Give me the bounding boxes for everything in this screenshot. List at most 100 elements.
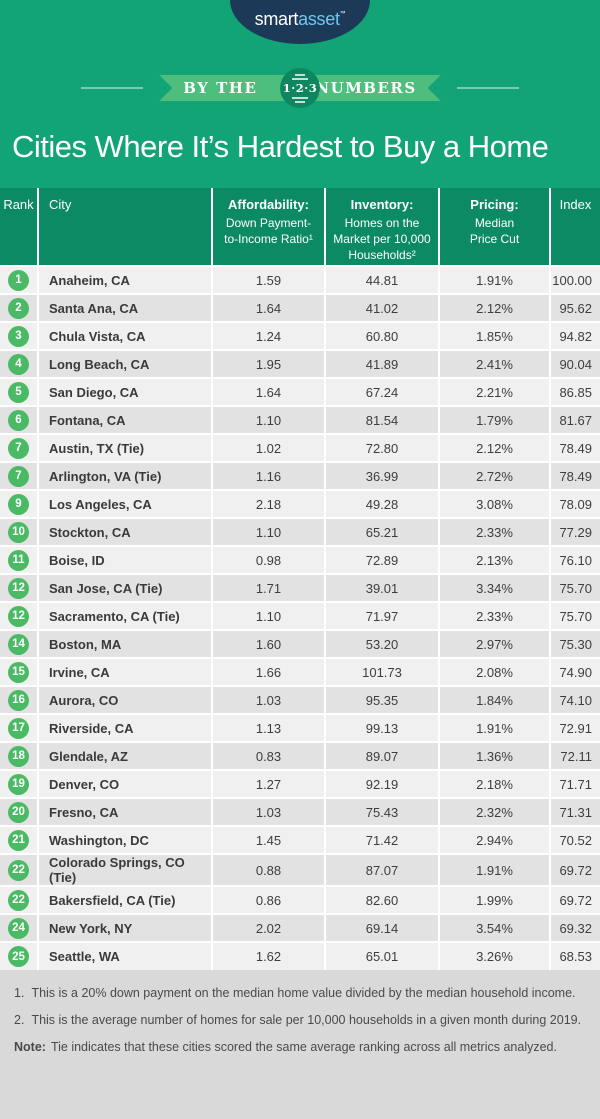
- footnotes: 1. This is a 20% down payment on the medi…: [0, 970, 600, 1056]
- city-cell: Fontana, CA: [37, 405, 213, 435]
- inventory-subtitle: Homes on the Market per 10,000 Household…: [333, 216, 431, 262]
- index-cell: 71.71: [549, 769, 600, 799]
- inventory-cell: 99.13: [324, 713, 440, 743]
- pricing-cell: 3.08%: [438, 489, 551, 519]
- rank-cell: 4: [0, 349, 39, 379]
- rank-cell: 25: [0, 941, 39, 971]
- inventory-cell: 82.60: [324, 885, 440, 915]
- affordability-cell: 0.98: [211, 545, 326, 575]
- banner-ribbon: BY THE NUMBERS 1·2·3: [159, 68, 440, 108]
- inventory-cell: 69.14: [324, 913, 440, 943]
- footnote-line: 2. This is the average number of homes fo…: [14, 1012, 586, 1029]
- rank-badge: 17: [8, 717, 29, 739]
- pricing-cell: 3.26%: [438, 941, 551, 971]
- rank-badge: 5: [8, 381, 29, 403]
- badge-123-text: 1·2·3: [282, 80, 318, 95]
- pricing-cell: 2.21%: [438, 377, 551, 407]
- city-cell: Fresno, CA: [37, 797, 213, 827]
- inventory-cell: 53.20: [324, 629, 440, 659]
- index-cell: 78.09: [549, 489, 600, 519]
- rank-cell: 21: [0, 825, 39, 855]
- rank-badge: 3: [8, 325, 29, 347]
- footnote-line: Note: Tie indicates that these cities sco…: [14, 1039, 586, 1056]
- pricing-cell: 3.34%: [438, 573, 551, 603]
- table-row: 21 Washington, DC 1.45 71.42 2.94% 70.52: [0, 825, 600, 855]
- table-row: 24 New York, NY 2.02 69.14 3.54% 69.32: [0, 913, 600, 943]
- rank-badge: 10: [8, 521, 29, 543]
- table-row: 17 Riverside, CA 1.13 99.13 1.91% 72.91: [0, 713, 600, 743]
- index-cell: 86.85: [549, 377, 600, 407]
- column-header-affordability: Affordability: Down Payment- to-Income R…: [211, 187, 326, 267]
- index-cell: 78.49: [549, 433, 600, 463]
- index-cell: 69.72: [549, 885, 600, 915]
- table-header: Rank City Affordability: Down Payment- t…: [0, 187, 600, 267]
- rank-badge: 24: [8, 917, 29, 939]
- inventory-cell: 49.28: [324, 489, 440, 519]
- pricing-cell: 2.72%: [438, 461, 551, 491]
- index-cell: 100.00: [549, 265, 600, 295]
- table-row: 14 Boston, MA 1.60 53.20 2.97% 75.30: [0, 629, 600, 659]
- pricing-cell: 2.32%: [438, 797, 551, 827]
- index-cell: 74.10: [549, 685, 600, 715]
- inventory-cell: 92.19: [324, 769, 440, 799]
- table-row: 25 Seattle, WA 1.62 65.01 3.26% 68.53: [0, 941, 600, 971]
- by-the-numbers-banner: BY THE NUMBERS 1·2·3: [0, 68, 600, 108]
- rank-badge: 4: [8, 353, 29, 375]
- pricing-cell: 3.54%: [438, 913, 551, 943]
- smartasset-logo-text: smartasset™: [255, 9, 346, 36]
- pricing-cell: 2.33%: [438, 517, 551, 547]
- rank-cell: 10: [0, 517, 39, 547]
- footnote-line: 1. This is a 20% down payment on the medi…: [14, 985, 586, 1002]
- numbers-badge: 1·2·3: [280, 68, 320, 108]
- table-row: 7 Austin, TX (Tie) 1.02 72.80 2.12% 78.4…: [0, 433, 600, 463]
- rank-cell: 1: [0, 265, 39, 295]
- table-row: 16 Aurora, CO 1.03 95.35 1.84% 74.10: [0, 685, 600, 715]
- affordability-cell: 1.71: [211, 573, 326, 603]
- affordability-cell: 1.64: [211, 377, 326, 407]
- pricing-title: Pricing:: [470, 197, 519, 212]
- page-title: Cities Where It’s Hardest to Buy a Home: [12, 129, 549, 164]
- table-row: 22 Bakersfield, CA (Tie) 0.86 82.60 1.99…: [0, 885, 600, 915]
- index-cell: 69.32: [549, 913, 600, 943]
- index-cell: 75.70: [549, 573, 600, 603]
- index-cell: 68.53: [549, 941, 600, 971]
- badge-dash: [292, 96, 308, 99]
- city-cell: Anaheim, CA: [37, 265, 213, 295]
- affordability-cell: 1.27: [211, 769, 326, 799]
- index-cell: 76.10: [549, 545, 600, 575]
- index-cell: 69.72: [549, 853, 600, 887]
- rank-cell: 9: [0, 489, 39, 519]
- table-row: 19 Denver, CO 1.27 92.19 2.18% 71.71: [0, 769, 600, 799]
- rank-badge: 12: [8, 605, 29, 627]
- affordability-cell: 1.10: [211, 601, 326, 631]
- inventory-cell: 60.80: [324, 321, 440, 351]
- rank-cell: 17: [0, 713, 39, 743]
- affordability-cell: 1.10: [211, 517, 326, 547]
- inventory-cell: 89.07: [324, 741, 440, 771]
- column-header-city: City: [37, 187, 213, 267]
- footnote-text: This is the average number of homes for …: [31, 1012, 582, 1027]
- pricing-cell: 2.13%: [438, 545, 551, 575]
- rank-cell: 3: [0, 321, 39, 351]
- affordability-cell: 1.62: [211, 941, 326, 971]
- index-cell: 95.62: [549, 293, 600, 323]
- rank-cell: 7: [0, 433, 39, 463]
- city-cell: Denver, CO: [37, 769, 213, 799]
- pricing-cell: 2.94%: [438, 825, 551, 855]
- inventory-cell: 75.43: [324, 797, 440, 827]
- pricing-cell: 1.91%: [438, 853, 551, 887]
- rank-cell: 15: [0, 657, 39, 687]
- inventory-cell: 95.35: [324, 685, 440, 715]
- affordability-title: Affordability:: [228, 197, 309, 212]
- smartasset-logo: smartasset™: [230, 0, 370, 44]
- table-row: 5 San Diego, CA 1.64 67.24 2.21% 86.85: [0, 377, 600, 407]
- table-row: 6 Fontana, CA 1.10 81.54 1.79% 81.67: [0, 405, 600, 435]
- inventory-cell: 101.73: [324, 657, 440, 687]
- banner-right-line: [456, 87, 519, 89]
- affordability-cell: 1.24: [211, 321, 326, 351]
- badge-dash: [292, 77, 308, 80]
- logo-word-asset: asset: [298, 8, 340, 29]
- inventory-cell: 71.42: [324, 825, 440, 855]
- inventory-cell: 81.54: [324, 405, 440, 435]
- rank-cell: 22: [0, 853, 39, 887]
